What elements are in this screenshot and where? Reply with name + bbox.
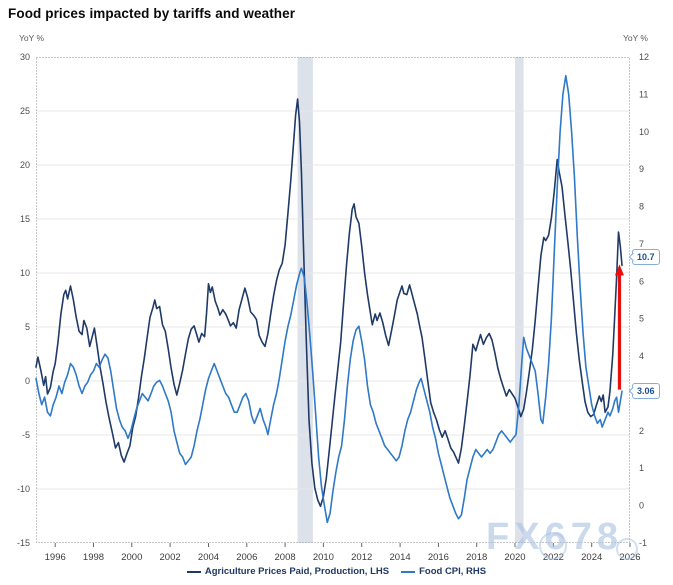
left-axis-unit-label: YoY % [19, 33, 45, 43]
y-axis-right-tick-label: 12 [639, 52, 649, 62]
legend-item-food-cpi: Food CPI, RHS [401, 566, 486, 577]
recession-band [515, 57, 524, 543]
x-axis-tick-label: 2018 [466, 552, 487, 563]
food-cpi-line [35, 74, 623, 524]
x-axis-tick-label: 1998 [83, 552, 104, 563]
y-axis-left-tick-label: -15 [17, 538, 30, 548]
y-axis-left-tick-label: 5 [25, 322, 30, 332]
legend-swatch-food-cpi [401, 570, 416, 573]
y-axis-right-tick-label: 9 [639, 164, 644, 174]
y-axis-right-tick-label: 2 [639, 426, 644, 436]
y-axis-right-tick-label: 0 [639, 501, 644, 511]
x-axis-tick-label: 2002 [160, 552, 181, 563]
y-axis-right-tick-label: 5 [639, 314, 644, 324]
x-axis-tick-label: 2022 [543, 552, 564, 563]
legend-swatch-agriculture [186, 570, 201, 573]
y-axis-right-tick-label: 4 [639, 351, 644, 361]
y-axis-right-tick-label: 1 [639, 463, 644, 473]
legend-label-agriculture: Agriculture Prices Paid, Production, LHS [204, 566, 390, 577]
x-axis-tick-label: 2026 [619, 552, 640, 563]
y-axis-left-tick-label: 30 [20, 52, 30, 62]
chart-title: Food prices impacted by tariffs and weat… [8, 6, 296, 21]
food-cpi-latest-value-callout: 3.06 [632, 383, 660, 400]
x-axis-tick-label: 2004 [198, 552, 219, 563]
agriculture-prices-paid-line [35, 98, 623, 508]
legend-item-agriculture: Agriculture Prices Paid, Production, LHS [186, 566, 390, 577]
y-axis-left-tick-label: -10 [17, 484, 30, 494]
watermark-circle [539, 532, 567, 560]
trend-arrow-head [614, 264, 624, 276]
x-axis-tick-label: 2010 [313, 552, 334, 563]
x-axis-tick-label: 1996 [45, 552, 66, 563]
y-axis-left-tick-label: 0 [25, 376, 30, 386]
x-axis-tick-label: 2008 [275, 552, 296, 563]
y-axis-left-tick-label: 10 [20, 268, 30, 278]
x-axis-tick-label: 2012 [351, 552, 372, 563]
y-axis-right-tick-label: 11 [639, 89, 648, 99]
right-axis-unit-label: YoY % [622, 33, 648, 43]
y-axis-right-tick-label: 10 [639, 127, 649, 137]
watermark-circle [616, 538, 638, 560]
x-axis-tick-label: 2024 [581, 552, 602, 563]
legend: Agriculture Prices Paid, Production, LHS… [0, 566, 673, 577]
y-axis-left-tick-label: -5 [22, 430, 30, 440]
y-axis-right-tick-label: 8 [639, 202, 644, 212]
y-axis-right-tick-label: 7 [639, 239, 644, 249]
agriculture-latest-value-callout: 10.7 [632, 249, 660, 266]
y-axis-right-tick-label: 6 [639, 276, 644, 286]
x-axis-tick-label: 2016 [428, 552, 449, 563]
y-axis-left-tick-label: 20 [20, 160, 30, 170]
plot-frame [36, 57, 630, 543]
legend-label-food-cpi: Food CPI, RHS [419, 566, 487, 577]
x-axis-tick-label: 2014 [390, 552, 411, 563]
x-axis-tick-label: 2000 [121, 552, 142, 563]
y-axis-left-tick-label: 15 [20, 214, 30, 224]
x-axis-tick-label: 2020 [504, 552, 525, 563]
y-axis-left-tick-label: 25 [20, 106, 30, 116]
y-axis-right-tick-label: -1 [639, 538, 647, 548]
x-axis-tick-label: 2006 [236, 552, 257, 563]
